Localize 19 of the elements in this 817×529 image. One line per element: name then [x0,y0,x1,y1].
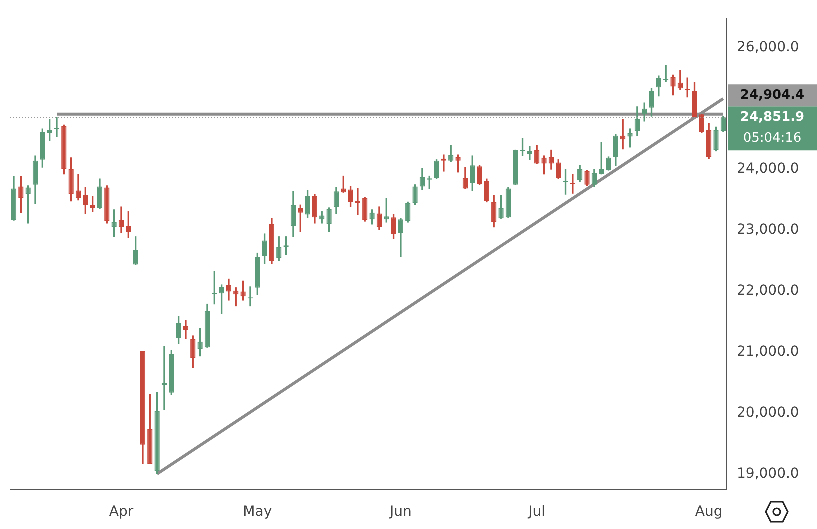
x-tick-label: Aug [695,504,723,520]
y-tick-label: 19,000.0 [737,466,800,482]
candlestick [118,206,124,234]
x-tick-label: Apr [109,504,134,520]
text: 05:04:16 [743,130,802,146]
y-tick-label: 23,000.0 [737,222,800,238]
y-tick-label: 22,000.0 [737,283,800,300]
y-tick-label: 21,000.0 [737,344,800,360]
y-tick-label: 24,000.0 [737,161,800,178]
ref-line-label: 24,851.9 [740,110,805,125]
x-tick-label: May [243,504,272,520]
text: 24,904.4 [740,88,805,103]
x-tick-label: Jun [389,504,412,520]
x-tick-label: Jul [528,504,546,520]
y-tick-label: 26,000.0 [737,39,800,56]
candlestick [527,146,533,160]
candlestick [54,117,60,138]
y-tick-label: 20,000.0 [737,404,800,421]
candlestick [183,320,189,340]
